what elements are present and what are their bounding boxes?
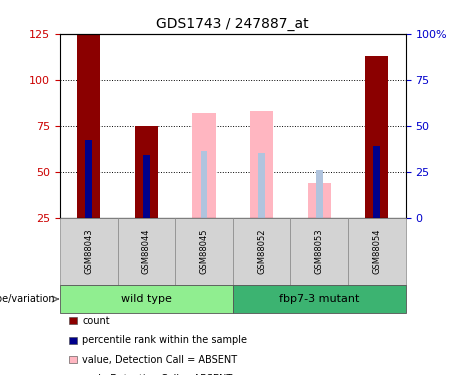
Text: percentile rank within the sample: percentile rank within the sample xyxy=(82,335,247,345)
Text: GSM88052: GSM88052 xyxy=(257,228,266,274)
Bar xyxy=(258,153,265,218)
Text: genotype/variation: genotype/variation xyxy=(0,294,55,304)
Text: GSM88054: GSM88054 xyxy=(372,228,381,274)
Bar xyxy=(85,140,92,218)
Bar xyxy=(308,183,331,218)
Bar xyxy=(193,113,216,218)
Text: count: count xyxy=(82,316,110,326)
Text: value, Detection Call = ABSENT: value, Detection Call = ABSENT xyxy=(82,355,237,364)
Bar xyxy=(373,146,380,218)
Bar xyxy=(143,155,150,218)
Text: fbp7-3 mutant: fbp7-3 mutant xyxy=(279,294,360,304)
Text: rank, Detection Call = ABSENT: rank, Detection Call = ABSENT xyxy=(82,374,232,375)
Text: GSM88044: GSM88044 xyxy=(142,228,151,274)
Bar xyxy=(250,111,273,218)
Bar xyxy=(316,170,323,217)
Title: GDS1743 / 247887_at: GDS1743 / 247887_at xyxy=(156,17,309,32)
Text: GSM88053: GSM88053 xyxy=(315,228,324,274)
Text: wild type: wild type xyxy=(121,294,172,304)
Bar xyxy=(365,56,388,217)
Text: GSM88043: GSM88043 xyxy=(84,228,93,274)
Bar xyxy=(135,126,158,218)
Bar xyxy=(77,34,100,218)
Bar xyxy=(201,152,207,217)
Text: GSM88045: GSM88045 xyxy=(200,228,208,274)
